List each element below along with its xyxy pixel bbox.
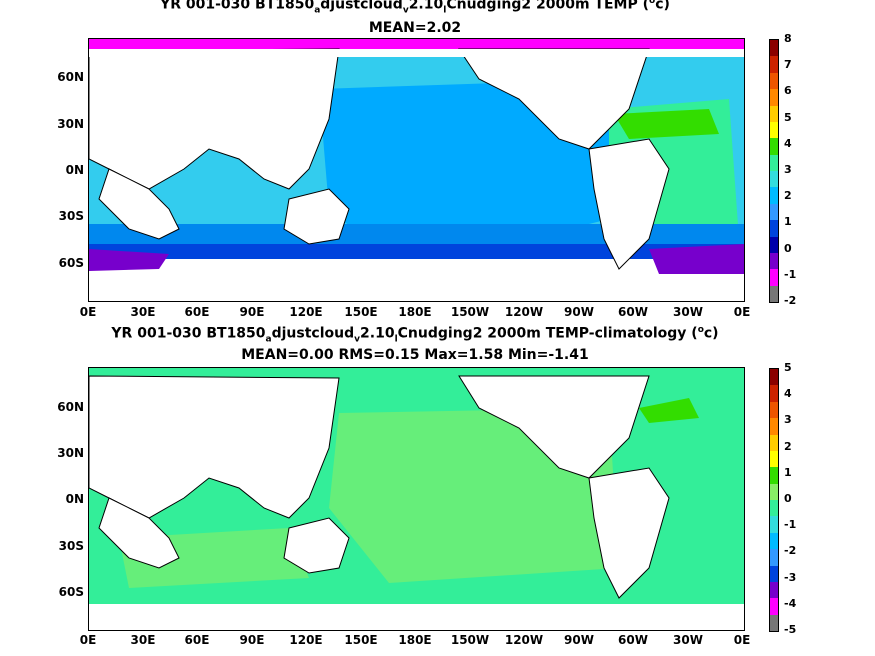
lon-label: 60W [618,305,648,319]
lon-label: 120E [289,305,323,319]
colorbar-segment [770,467,778,484]
colorbar-segment [770,269,778,286]
colorbar-tick-label: 5 [784,361,792,374]
colorbar-tick-label: 7 [784,58,792,72]
colorbar-tick-label: -3 [784,570,797,584]
colorbar-segment [770,171,778,188]
lon-label: 150W [450,633,490,647]
lat-label: 60N [57,70,84,84]
colorbar-segment [770,434,778,451]
lon-label: 120W [504,305,544,319]
panel1-map [88,38,745,302]
colorbar-tick-label: 5 [784,110,792,124]
lon-label: 0E [733,633,751,647]
lon-label: 60E [184,633,210,647]
colorbar-segment [770,56,778,73]
colorbar-segment [770,385,778,402]
colorbar-tick-label: 3 [784,163,792,176]
colorbar-segment [770,581,778,599]
colorbar-tick-label: -4 [784,596,797,610]
colorbar-segment [770,483,778,500]
colorbar-segment [770,203,778,221]
lon-label: 90W [564,305,594,319]
lon-label: 90E [239,305,265,319]
lat-label: 30N [57,446,84,460]
lon-label: 0E [79,305,97,319]
colorbar-segment [770,187,778,204]
colorbar-tick-label: 1 [784,215,792,229]
colorbar-tick-label: 8 [784,32,792,45]
colorbar-tick-label: 2 [784,189,792,203]
colorbar-segment [770,138,778,155]
lon-label: 90E [239,633,265,647]
lon-label: 60E [184,305,210,319]
panel1-subtitle: MEAN=2.02 [368,20,462,36]
colorbar-segment [770,105,778,122]
colorbar-segment [770,220,778,237]
lon-label: 30E [130,305,156,319]
colorbar-tick-label: 3 [784,413,792,427]
colorbar-segment [770,369,778,386]
colorbar-segment [770,121,778,139]
colorbar-segment [770,72,778,90]
lat-label: 60S [58,256,84,270]
lon-label: 180E [398,305,432,319]
lon-label: 60W [618,633,648,647]
colorbar-segment [770,89,778,106]
colorbar-segment [770,252,778,270]
colorbar-tick-label: -2 [784,294,797,307]
colorbar-segment [770,40,778,57]
lon-label: 150E [344,305,378,319]
lon-label: 30W [673,633,703,647]
lon-label: 30E [130,633,156,647]
colorbar-segment [770,401,778,419]
colorbar-segment [770,516,778,533]
colorbar-tick-label: 4 [784,387,792,401]
panel1-colorbar [769,39,779,303]
colorbar-segment [770,285,778,302]
lon-label: 90W [564,633,594,647]
lon-label: 30W [673,305,703,319]
panel1-title: YR 001-030 BT1850adjustcloudv2.10lCnudgi… [160,0,670,16]
colorbar-tick-label: -5 [784,623,797,636]
panel2-title: YR 001-030 BT1850adjustcloudv2.10lCnudgi… [111,325,719,345]
lon-label: 150W [450,305,490,319]
panel2-map [88,367,745,631]
lat-label: 0N [65,492,84,506]
lat-label: 0N [65,163,84,177]
colorbar-segment [770,418,778,435]
lon-label: 120W [504,633,544,647]
colorbar-segment [770,500,778,517]
colorbar-tick-label: 4 [784,136,792,150]
lat-label: 30S [58,539,84,553]
panel2-subtitle: MEAN=0.00 RMS=0.15 Max=1.58 Min=-1.41 [241,347,589,363]
colorbar-tick-label: 1 [784,465,792,479]
lat-label: 30N [57,117,84,131]
lon-label: 0E [733,305,751,319]
lon-label: 180E [398,633,432,647]
lat-label: 30S [58,209,84,223]
colorbar-segment [770,236,778,253]
colorbar-tick-label: -1 [784,518,797,532]
lon-label: 0E [79,633,97,647]
colorbar-tick-label: -1 [784,267,797,281]
panel2-colorbar [769,368,779,632]
colorbar-tick-label: 2 [784,439,792,453]
lat-label: 60S [58,585,84,599]
colorbar-segment [770,565,778,582]
colorbar-segment [770,450,778,468]
colorbar-segment [770,598,778,615]
lon-label: 150E [344,633,378,647]
colorbar-tick-label: 0 [784,241,792,255]
colorbar-segment [770,549,778,566]
lon-label: 120E [289,633,323,647]
colorbar-tick-label: 0 [784,492,792,505]
lat-label: 60N [57,400,84,414]
colorbar-segment [770,532,778,550]
colorbar-segment [770,154,778,171]
colorbar-tick-label: -2 [784,544,797,558]
colorbar-segment [770,614,778,631]
colorbar-tick-label: 6 [784,84,792,98]
